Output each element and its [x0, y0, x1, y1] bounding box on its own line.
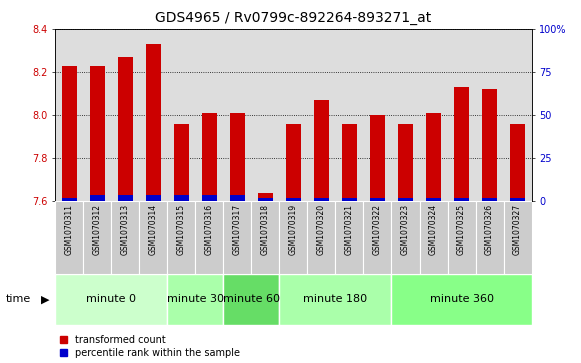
Bar — [286, 198, 301, 201]
Text: GDS4965 / Rv0799c-892264-893271_at: GDS4965 / Rv0799c-892264-893271_at — [155, 11, 432, 25]
FancyBboxPatch shape — [223, 274, 279, 325]
Legend: transformed count, percentile rank within the sample: transformed count, percentile rank withi… — [60, 335, 239, 358]
Bar — [314, 198, 329, 201]
Text: GSM1070317: GSM1070317 — [233, 204, 242, 256]
Text: GSM1070321: GSM1070321 — [345, 204, 354, 255]
Bar — [146, 195, 161, 201]
Bar — [398, 124, 413, 201]
Text: GSM1070325: GSM1070325 — [457, 204, 466, 256]
Bar — [258, 193, 273, 201]
Bar — [258, 198, 273, 201]
Bar — [202, 113, 217, 201]
Bar — [454, 87, 469, 201]
FancyBboxPatch shape — [392, 201, 419, 274]
Text: GSM1070316: GSM1070316 — [205, 204, 214, 256]
FancyBboxPatch shape — [195, 201, 223, 274]
Text: GSM1070313: GSM1070313 — [121, 204, 130, 256]
Text: GSM1070315: GSM1070315 — [177, 204, 186, 256]
Text: GSM1070318: GSM1070318 — [261, 204, 270, 255]
Text: GSM1070323: GSM1070323 — [401, 204, 410, 256]
Bar — [174, 195, 189, 201]
FancyBboxPatch shape — [476, 201, 504, 274]
FancyBboxPatch shape — [279, 201, 307, 274]
FancyBboxPatch shape — [139, 201, 167, 274]
Bar — [510, 124, 525, 201]
Bar — [482, 89, 497, 201]
FancyBboxPatch shape — [447, 201, 476, 274]
Text: minute 360: minute 360 — [429, 294, 493, 305]
Text: ▶: ▶ — [41, 294, 49, 305]
Bar — [482, 198, 497, 201]
Text: time: time — [6, 294, 31, 305]
Bar — [89, 195, 105, 201]
Bar — [62, 198, 77, 201]
Bar — [146, 44, 161, 201]
Text: GSM1070311: GSM1070311 — [64, 204, 74, 255]
FancyBboxPatch shape — [167, 274, 223, 325]
Text: GSM1070324: GSM1070324 — [429, 204, 438, 256]
Bar — [342, 124, 357, 201]
FancyBboxPatch shape — [111, 201, 139, 274]
Bar — [174, 124, 189, 201]
Bar — [229, 195, 245, 201]
Bar — [202, 195, 217, 201]
FancyBboxPatch shape — [419, 201, 447, 274]
Bar — [89, 66, 105, 201]
Text: minute 30: minute 30 — [167, 294, 224, 305]
Bar — [454, 198, 469, 201]
Bar — [370, 198, 385, 201]
Bar — [117, 195, 133, 201]
FancyBboxPatch shape — [83, 201, 111, 274]
FancyBboxPatch shape — [307, 201, 335, 274]
FancyBboxPatch shape — [364, 201, 392, 274]
FancyBboxPatch shape — [167, 201, 195, 274]
FancyBboxPatch shape — [279, 274, 392, 325]
Bar — [117, 57, 133, 201]
Bar — [426, 113, 441, 201]
FancyBboxPatch shape — [55, 274, 167, 325]
Bar — [229, 113, 245, 201]
Bar — [314, 100, 329, 201]
Bar — [342, 198, 357, 201]
Text: minute 60: minute 60 — [223, 294, 280, 305]
Text: GSM1070320: GSM1070320 — [317, 204, 326, 256]
Text: minute 180: minute 180 — [303, 294, 368, 305]
FancyBboxPatch shape — [252, 201, 279, 274]
FancyBboxPatch shape — [335, 201, 364, 274]
FancyBboxPatch shape — [223, 201, 252, 274]
Text: GSM1070327: GSM1070327 — [513, 204, 522, 256]
Text: GSM1070322: GSM1070322 — [373, 204, 382, 255]
Bar — [398, 198, 413, 201]
FancyBboxPatch shape — [392, 274, 532, 325]
Bar — [62, 66, 77, 201]
Bar — [286, 124, 301, 201]
Text: GSM1070326: GSM1070326 — [485, 204, 494, 256]
Bar — [370, 115, 385, 201]
Text: GSM1070314: GSM1070314 — [149, 204, 158, 256]
FancyBboxPatch shape — [55, 201, 83, 274]
Bar — [426, 198, 441, 201]
FancyBboxPatch shape — [504, 201, 532, 274]
Text: minute 0: minute 0 — [86, 294, 136, 305]
Text: GSM1070319: GSM1070319 — [289, 204, 298, 256]
Text: GSM1070312: GSM1070312 — [93, 204, 102, 255]
Bar — [510, 198, 525, 201]
